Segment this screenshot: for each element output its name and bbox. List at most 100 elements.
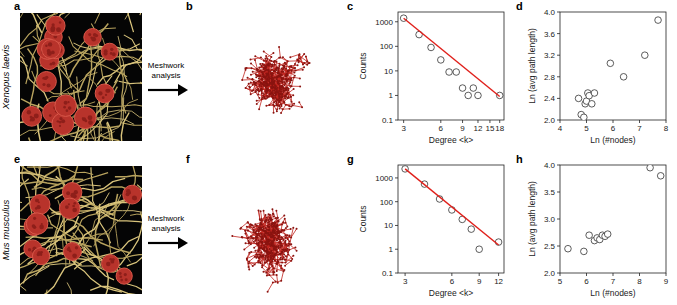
chart: 369120.11101001000Degree <k>Counts (358, 165, 504, 298)
network-node (283, 100, 285, 102)
network-node (272, 213, 274, 215)
network-node (281, 94, 283, 96)
network-node (297, 64, 299, 66)
network-node (266, 79, 268, 81)
network-node (274, 229, 276, 231)
network-node (261, 252, 263, 254)
network-node (275, 210, 277, 212)
arrow-shaft (148, 89, 180, 91)
network-node (253, 81, 255, 83)
y-tick (395, 70, 398, 71)
network-node (284, 97, 286, 99)
network-node (281, 105, 283, 107)
y-tick-label: 3.0 (544, 215, 556, 224)
network-node (278, 234, 280, 236)
network-node (303, 66, 305, 68)
network-node (279, 86, 281, 88)
network-node (276, 225, 278, 227)
network-node (278, 96, 280, 98)
plot-data (575, 17, 661, 120)
network-node (278, 46, 280, 48)
fiber (68, 249, 122, 293)
fiber (87, 13, 102, 24)
x-tick-label: 7 (637, 124, 642, 133)
plot-frame (560, 165, 666, 273)
network-node (283, 270, 285, 272)
cell-texture (64, 101, 68, 105)
network-node (280, 85, 282, 87)
fiber (65, 13, 107, 18)
x-tick (639, 120, 640, 123)
network-node (281, 94, 283, 96)
network-node (279, 63, 281, 65)
network-node (282, 251, 284, 253)
network-node (258, 67, 260, 69)
cell-texture (133, 196, 137, 200)
cell-texture (75, 246, 78, 249)
network-node (268, 84, 270, 86)
network-node (270, 92, 272, 94)
network-node (292, 255, 294, 257)
network-node (254, 59, 256, 61)
network-node (303, 53, 305, 55)
network-node (268, 229, 270, 231)
network-node (260, 239, 262, 241)
network-node (260, 246, 262, 248)
cell-texture (61, 119, 65, 123)
network-node (291, 70, 293, 72)
network-node (263, 71, 265, 73)
network-node (282, 79, 284, 81)
network-node (255, 82, 257, 84)
cell-texture (73, 202, 76, 205)
network-node (281, 71, 283, 73)
panel-letter: g (347, 153, 354, 165)
network-node (263, 81, 265, 83)
network-node (273, 249, 275, 251)
fiber (59, 48, 129, 64)
network-node (261, 236, 263, 238)
x-tick-label: 8 (637, 277, 642, 286)
network-node (276, 217, 278, 219)
cell-texture (105, 89, 109, 93)
network-node (273, 112, 275, 114)
network-node (261, 78, 263, 80)
cell-texture (72, 205, 75, 208)
network-node (265, 238, 267, 240)
x-tick (477, 120, 478, 123)
cell-texture (56, 27, 61, 32)
network-node (267, 240, 269, 242)
network-node (266, 253, 268, 255)
network-node (288, 78, 290, 80)
network-node (253, 226, 255, 228)
fiber (20, 266, 49, 294)
data-point (575, 95, 582, 102)
network-node (259, 241, 261, 243)
y-tick (557, 55, 560, 56)
y-tick (557, 219, 560, 220)
network-node (280, 280, 282, 282)
network-node (277, 251, 279, 253)
fiber (80, 37, 92, 103)
network-node (252, 71, 254, 73)
network-node (261, 223, 263, 225)
y-tick-label: 1 (389, 245, 394, 254)
data-point (620, 74, 627, 81)
cell-texture (66, 109, 69, 112)
network-node (293, 76, 295, 78)
network-node (272, 236, 274, 238)
network-node (247, 222, 249, 224)
network-node (276, 251, 278, 253)
cell-texture (126, 189, 131, 194)
x-tick (666, 120, 667, 123)
x-tick-label: 3 (401, 124, 406, 133)
fiber (125, 13, 136, 19)
network-node (279, 108, 281, 110)
network-node (277, 229, 279, 231)
y-tick-label: 3.5 (544, 188, 556, 197)
network-node (258, 257, 260, 259)
cell-texture (42, 83, 45, 86)
cell-texture (27, 110, 31, 114)
network-node (250, 236, 252, 238)
network-node (260, 65, 262, 67)
network-node (256, 100, 258, 102)
